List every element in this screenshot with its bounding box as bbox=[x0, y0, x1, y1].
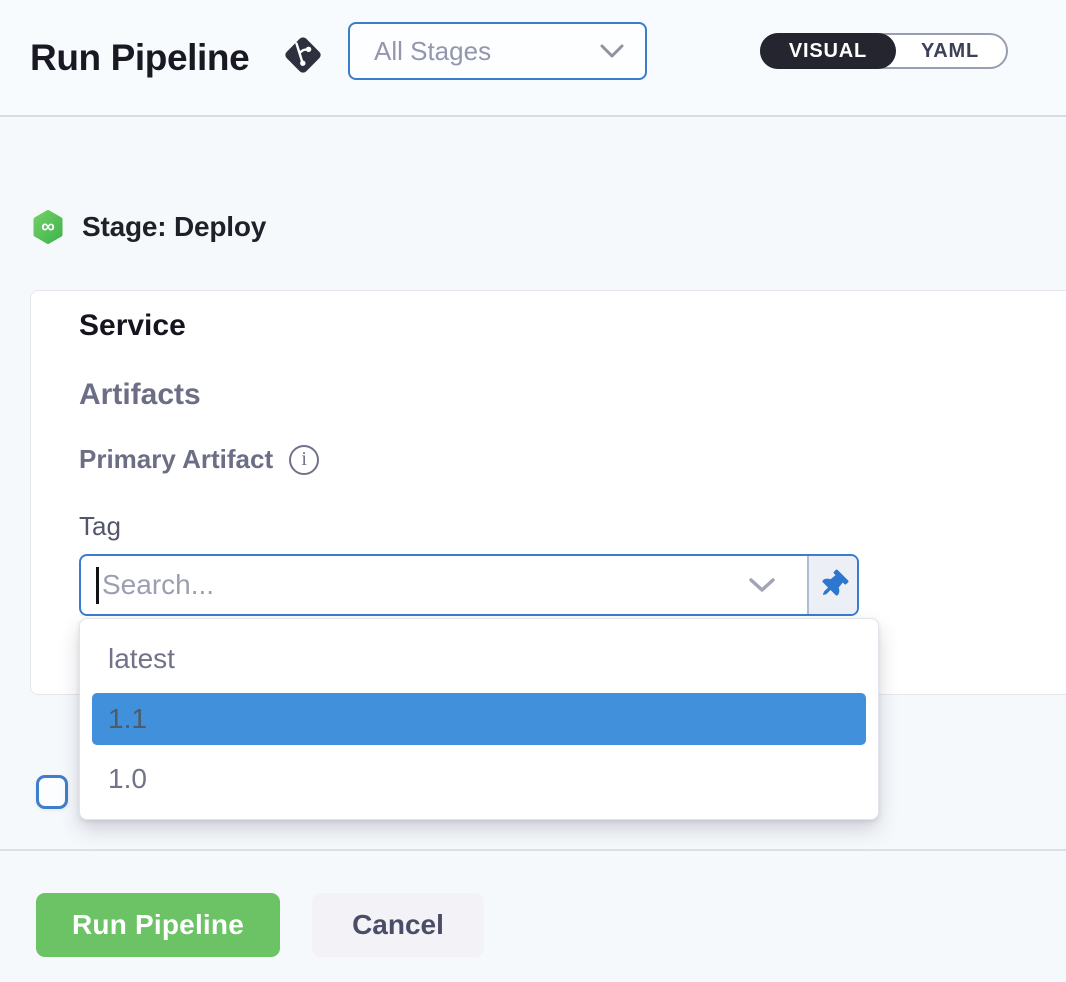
checkbox[interactable] bbox=[36, 775, 68, 809]
stage-row: ∞ Stage: Deploy bbox=[32, 209, 266, 245]
run-pipeline-button[interactable]: Run Pipeline bbox=[36, 893, 280, 957]
dropdown-option[interactable]: latest bbox=[108, 643, 175, 674]
header: Run Pipeline All Stages VISUAL YAML bbox=[0, 0, 1066, 117]
pin-button[interactable] bbox=[807, 556, 857, 614]
tag-input-group bbox=[79, 554, 859, 616]
toggle-visual[interactable]: VISUAL bbox=[759, 33, 896, 69]
page-title: Run Pipeline bbox=[30, 36, 250, 78]
footer: Run Pipeline Cancel bbox=[0, 849, 1066, 982]
chevron-down-icon[interactable] bbox=[747, 576, 777, 594]
tag-search-area bbox=[81, 556, 807, 614]
svg-text:∞: ∞ bbox=[41, 217, 55, 238]
stage-form-card: Service Artifacts Primary Artifact i Tag… bbox=[30, 290, 1066, 820]
stage-filter-value: All Stages bbox=[374, 35, 492, 66]
git-branch-icon bbox=[285, 37, 321, 73]
dropdown-option[interactable]: 1.1 bbox=[92, 693, 866, 745]
service-heading: Service bbox=[79, 309, 186, 342]
toggle-yaml[interactable]: YAML bbox=[920, 39, 979, 62]
text-cursor bbox=[96, 567, 99, 604]
info-icon[interactable]: i bbox=[289, 444, 320, 475]
dropdown-option[interactable]: 1.0 bbox=[108, 763, 147, 794]
view-toggle: VISUAL YAML bbox=[759, 33, 1008, 69]
stage-filter-select[interactable]: All Stages bbox=[348, 22, 647, 80]
pin-icon bbox=[822, 569, 849, 596]
artifacts-heading: Artifacts bbox=[79, 378, 201, 411]
tag-search-input[interactable] bbox=[81, 556, 807, 614]
chevron-down-icon bbox=[600, 44, 624, 58]
primary-artifact-row: Primary Artifact i bbox=[79, 444, 320, 475]
stage-label: Stage: Deploy bbox=[82, 211, 267, 242]
cancel-button[interactable]: Cancel bbox=[312, 893, 484, 957]
tag-dropdown: latest 1.1 1.0 bbox=[79, 618, 879, 820]
primary-artifact-label: Primary Artifact bbox=[79, 444, 274, 474]
deploy-stage-icon: ∞ bbox=[33, 210, 63, 244]
tag-label: Tag bbox=[79, 511, 121, 541]
